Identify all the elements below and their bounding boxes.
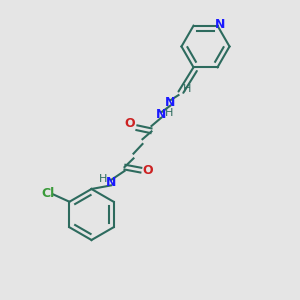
Text: H: H [165, 108, 173, 118]
Text: H: H [99, 174, 108, 184]
Text: O: O [142, 164, 153, 178]
Text: O: O [124, 117, 135, 130]
Text: N: N [215, 18, 225, 31]
Text: N: N [106, 176, 116, 189]
Text: N: N [165, 96, 176, 109]
Text: H: H [183, 84, 191, 94]
Text: Cl: Cl [42, 187, 55, 200]
Text: N: N [156, 108, 167, 121]
